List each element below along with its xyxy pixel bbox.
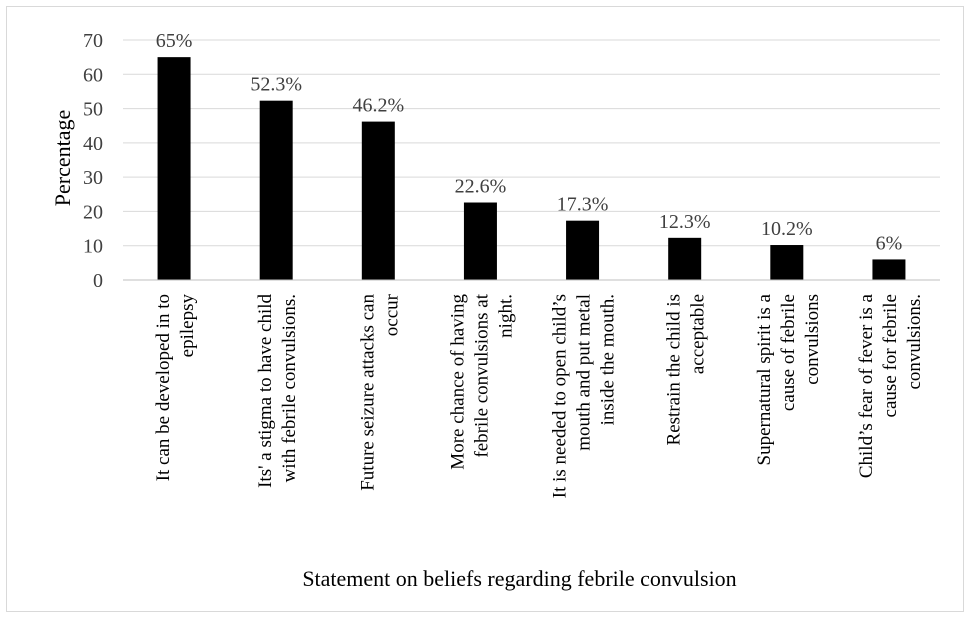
y-tick-label: 20 xyxy=(83,201,103,223)
y-tick-label: 40 xyxy=(83,133,103,155)
bar xyxy=(157,57,191,281)
data-label: 52.3% xyxy=(250,74,302,96)
x-tick-label-line: epilepsy xyxy=(177,294,198,358)
x-tick-label-line: Its' a stigma to have child xyxy=(255,294,276,488)
x-tick-label: Supernatural spirit is a cause of febrile… xyxy=(754,293,823,465)
x-tick-label-line: It is needed to open child’s xyxy=(550,294,571,498)
data-label: 46.2% xyxy=(352,95,404,117)
x-tick-label-line: Restrain the child is xyxy=(664,294,685,445)
x-tick-label: Restrain the child is acceptable xyxy=(664,294,709,445)
data-label: 22.6% xyxy=(455,176,507,198)
bar xyxy=(361,121,395,280)
y-tick-label: 30 xyxy=(83,167,103,189)
x-tick-label-line: cause for febrile xyxy=(880,294,901,417)
bar xyxy=(668,237,702,280)
x-tick-label: Future seizure attacks can occur xyxy=(357,293,402,490)
bar xyxy=(770,245,804,280)
x-tick-label-line: occur xyxy=(381,293,402,336)
y-tick-labels: 0 10 20 30 40 50 60 70 xyxy=(83,30,103,292)
bar xyxy=(872,259,906,280)
data-label: 10.2% xyxy=(761,218,813,240)
x-tick-labels: It can be developed in to epilepsy Its' a … xyxy=(153,293,925,498)
y-axis-title: Percentage xyxy=(50,110,75,207)
x-tick-label-line: with febrile convulsions. xyxy=(279,294,300,482)
y-tick-label: 0 xyxy=(93,270,103,292)
y-tick-label: 70 xyxy=(83,30,103,52)
x-tick-label: It is needed to open child’s mouth and pu… xyxy=(550,294,619,498)
x-tick-label-line: cause of febrile xyxy=(778,294,799,411)
x-tick-label-line: night. xyxy=(495,294,516,338)
x-tick-label-line: febrile convulsions at xyxy=(471,293,492,457)
bars xyxy=(157,57,906,281)
x-tick-label-line: It can be developed in to xyxy=(153,294,174,481)
y-tick-label: 10 xyxy=(83,236,103,258)
x-tick-label-line: Future seizure attacks can xyxy=(357,294,378,491)
y-tick-label: 60 xyxy=(83,64,103,86)
x-tick-label-line: mouth and put metal xyxy=(574,294,595,451)
x-tick-label-line: inside the mouth. xyxy=(598,294,619,425)
data-label: 65% xyxy=(156,30,193,52)
x-tick-label-line: Supernatural spirit is a xyxy=(754,293,775,465)
bar xyxy=(566,220,600,280)
data-label: 17.3% xyxy=(557,194,609,216)
y-tick-label: 50 xyxy=(83,99,103,121)
data-label: 12.3% xyxy=(659,211,711,233)
data-labels: 65% 52.3% 46.2% 22.6% 17.3% 12.3% 10.2% 6% xyxy=(156,30,903,254)
x-tick-label: It can be developed in to epilepsy xyxy=(153,294,198,482)
gridlines xyxy=(123,39,940,247)
x-axis-title: Statement on beliefs regarding febrile c… xyxy=(302,566,736,591)
x-tick-label: More chance of having febrile convulsions… xyxy=(447,293,516,469)
x-tick-label-line: convulsions. xyxy=(904,294,925,390)
x-tick-label: Child’s fear of fever is a cause for febr… xyxy=(856,293,925,478)
x-tick-label-line: Child’s fear of fever is a xyxy=(856,293,877,478)
x-tick-label: Its' a stigma to have child with febrile … xyxy=(255,294,300,488)
data-label: 6% xyxy=(876,232,903,254)
x-tick-label-line: More chance of having xyxy=(447,294,468,470)
bar xyxy=(463,202,497,280)
x-tick-label-line: acceptable xyxy=(688,294,709,374)
x-tick-label-line: convulsions xyxy=(802,294,823,385)
bar xyxy=(259,100,293,280)
